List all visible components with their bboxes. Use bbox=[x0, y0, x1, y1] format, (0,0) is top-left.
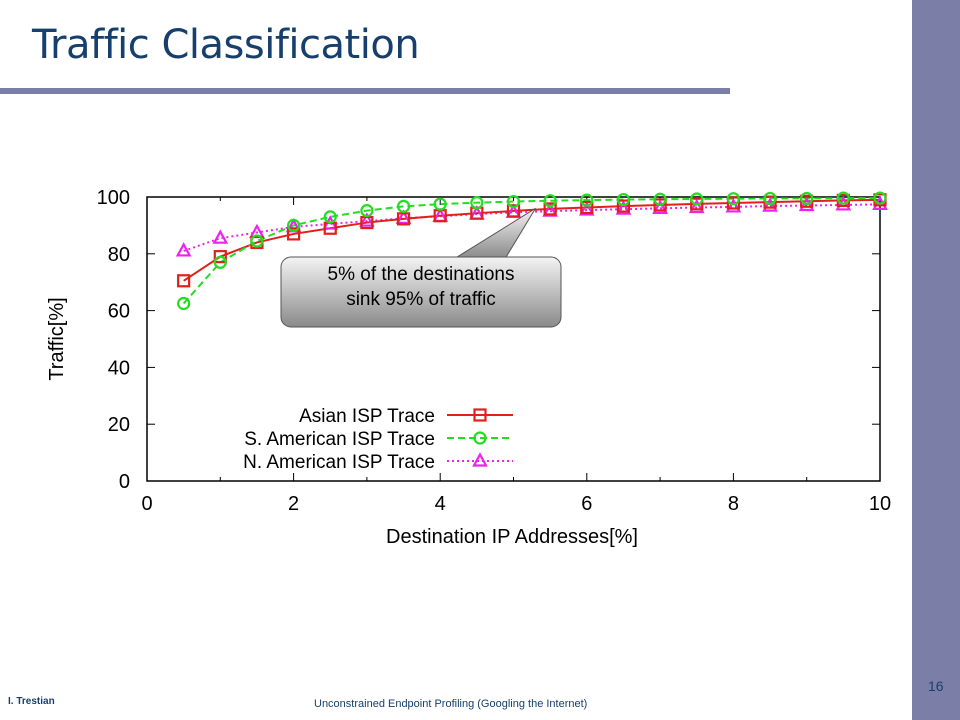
y-tick-label: 100 bbox=[97, 187, 130, 209]
data-point-triangle bbox=[578, 201, 595, 216]
legend-marker-triangle bbox=[472, 452, 488, 467]
y-tick-label: 60 bbox=[108, 301, 130, 323]
data-point-square bbox=[396, 212, 411, 226]
data-point-circle bbox=[323, 210, 337, 224]
data-point-triangle bbox=[688, 198, 705, 214]
x-tick-label: 2 bbox=[288, 493, 299, 515]
data-point-triangle bbox=[212, 229, 229, 244]
y-tick-label: 40 bbox=[108, 357, 130, 379]
callout-line-1: 5% of the destinations bbox=[328, 264, 515, 285]
data-point-square bbox=[177, 274, 191, 288]
legend-label: N. American ISP Trace bbox=[243, 452, 435, 473]
data-point-circle bbox=[396, 199, 411, 213]
data-point-square bbox=[543, 202, 557, 216]
data-point-circle bbox=[726, 192, 741, 206]
data-point-circle bbox=[616, 192, 631, 207]
data-point-circle bbox=[873, 191, 887, 205]
data-point-circle bbox=[580, 193, 594, 207]
data-point-circle bbox=[543, 194, 557, 208]
data-point-square bbox=[616, 199, 631, 213]
x-tick-label: 8 bbox=[728, 493, 739, 515]
data-point-square bbox=[690, 197, 704, 211]
callout-line-2: sink 95% of traffic bbox=[346, 289, 496, 310]
data-point-triangle bbox=[798, 196, 815, 212]
data-point-square bbox=[287, 227, 301, 241]
data-point-circle bbox=[800, 191, 814, 206]
data-point-triangle bbox=[175, 242, 192, 257]
data-point-triangle bbox=[542, 202, 559, 217]
data-point-circle bbox=[433, 197, 447, 211]
footer-presentation-title: Unconstrained Endpoint Profiling (Googli… bbox=[314, 698, 588, 710]
x-axis-label: Destination IP Addresses[%] bbox=[386, 526, 638, 548]
legend-marker-circle bbox=[473, 431, 487, 445]
data-point-triangle bbox=[652, 199, 668, 214]
y-tick-label: 0 bbox=[119, 471, 130, 493]
data-point-square bbox=[726, 196, 741, 210]
y-tick-label: 80 bbox=[108, 244, 130, 266]
data-point-triangle bbox=[615, 200, 632, 215]
data-point-square bbox=[580, 200, 594, 215]
right-accent-bar bbox=[912, 0, 960, 720]
data-point-triangle bbox=[359, 212, 375, 227]
data-point-circle bbox=[177, 296, 191, 311]
legend-label: Asian ISP Trace bbox=[299, 406, 435, 427]
slide-title: Traffic Classification bbox=[32, 22, 420, 68]
data-point-circle bbox=[360, 204, 374, 218]
legend-label: S. American ISP Trace bbox=[244, 429, 435, 450]
title-underline bbox=[0, 88, 730, 94]
data-point-circle bbox=[250, 234, 264, 248]
annotation-callout: 5% of the destinations sink 95% of traff… bbox=[280, 207, 562, 328]
callout-box bbox=[280, 256, 562, 328]
legend-marker-square bbox=[473, 408, 487, 422]
data-point-square bbox=[506, 204, 521, 218]
callout-pointer bbox=[453, 207, 536, 259]
data-point-circle bbox=[690, 192, 704, 206]
slide-number: 16 bbox=[928, 678, 944, 694]
x-tick-label: 10 bbox=[869, 493, 891, 515]
x-tick-label: 0 bbox=[141, 493, 152, 515]
y-tick-label: 20 bbox=[108, 414, 130, 436]
data-point-square bbox=[213, 250, 227, 264]
data-point-circle bbox=[836, 191, 850, 205]
data-point-circle bbox=[506, 194, 521, 209]
data-point-square bbox=[653, 198, 667, 212]
data-point-circle bbox=[287, 218, 301, 232]
footer-author: I. Trestian bbox=[8, 696, 55, 707]
data-point-triangle bbox=[395, 209, 412, 224]
data-point-circle bbox=[470, 196, 484, 210]
x-tick-label: 4 bbox=[435, 493, 446, 515]
data-point-square bbox=[763, 195, 777, 209]
x-tick-label: 6 bbox=[581, 493, 592, 515]
data-point-triangle bbox=[762, 197, 778, 212]
data-point-circle bbox=[763, 191, 777, 206]
y-axis-label: Traffic[%] bbox=[46, 297, 68, 380]
data-point-circle bbox=[213, 255, 227, 269]
data-point-triangle bbox=[725, 198, 742, 213]
data-point-circle bbox=[653, 192, 667, 206]
